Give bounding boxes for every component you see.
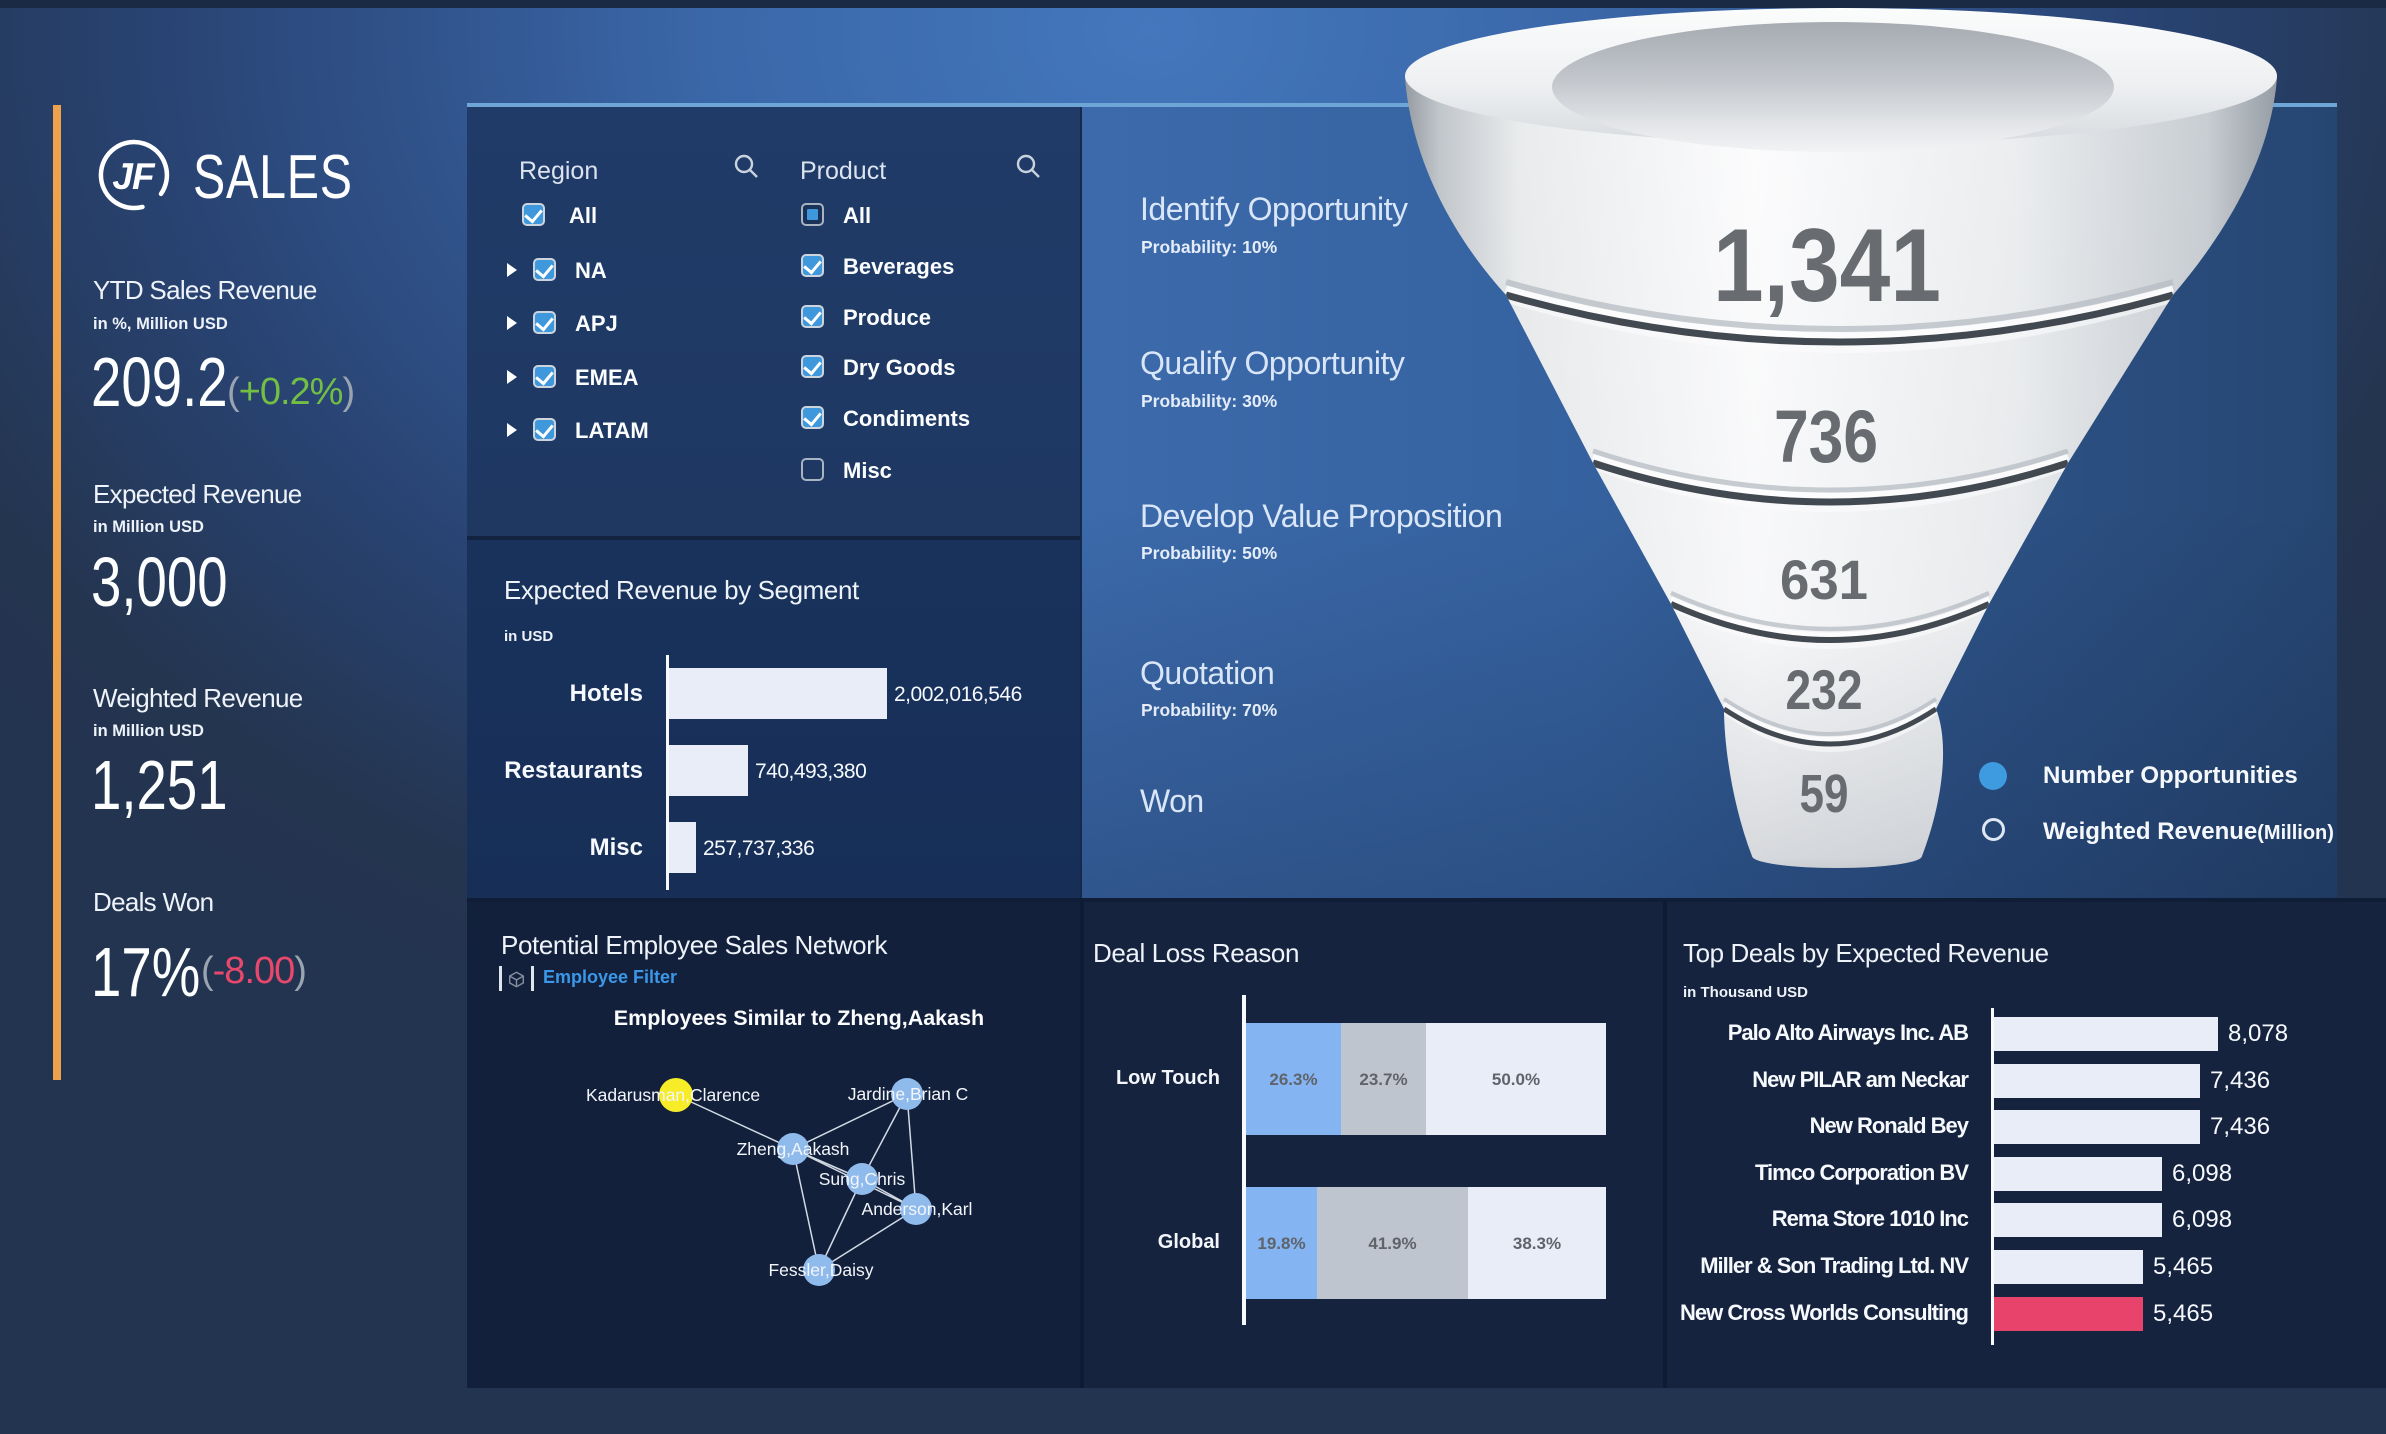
svg-text:Sung,Chris: Sung,Chris [819,1169,906,1189]
svg-text:59: 59 [1800,764,1849,824]
svg-text:232: 232 [1786,658,1863,721]
svg-text:Zheng,Aakash: Zheng,Aakash [737,1139,850,1159]
svg-text:1,341: 1,341 [1713,208,1941,324]
svg-text:Jardine,Brian C: Jardine,Brian C [848,1084,969,1104]
svg-text:Fessler,Daisy: Fessler,Daisy [768,1260,873,1280]
svg-text:Anderson,Karl: Anderson,Karl [862,1199,973,1219]
svg-text:736: 736 [1774,395,1878,478]
svg-text:631: 631 [1780,548,1868,611]
svg-text:Kadarusman,Clarence: Kadarusman,Clarence [586,1085,760,1105]
svg-text:JF: JF [112,156,156,197]
